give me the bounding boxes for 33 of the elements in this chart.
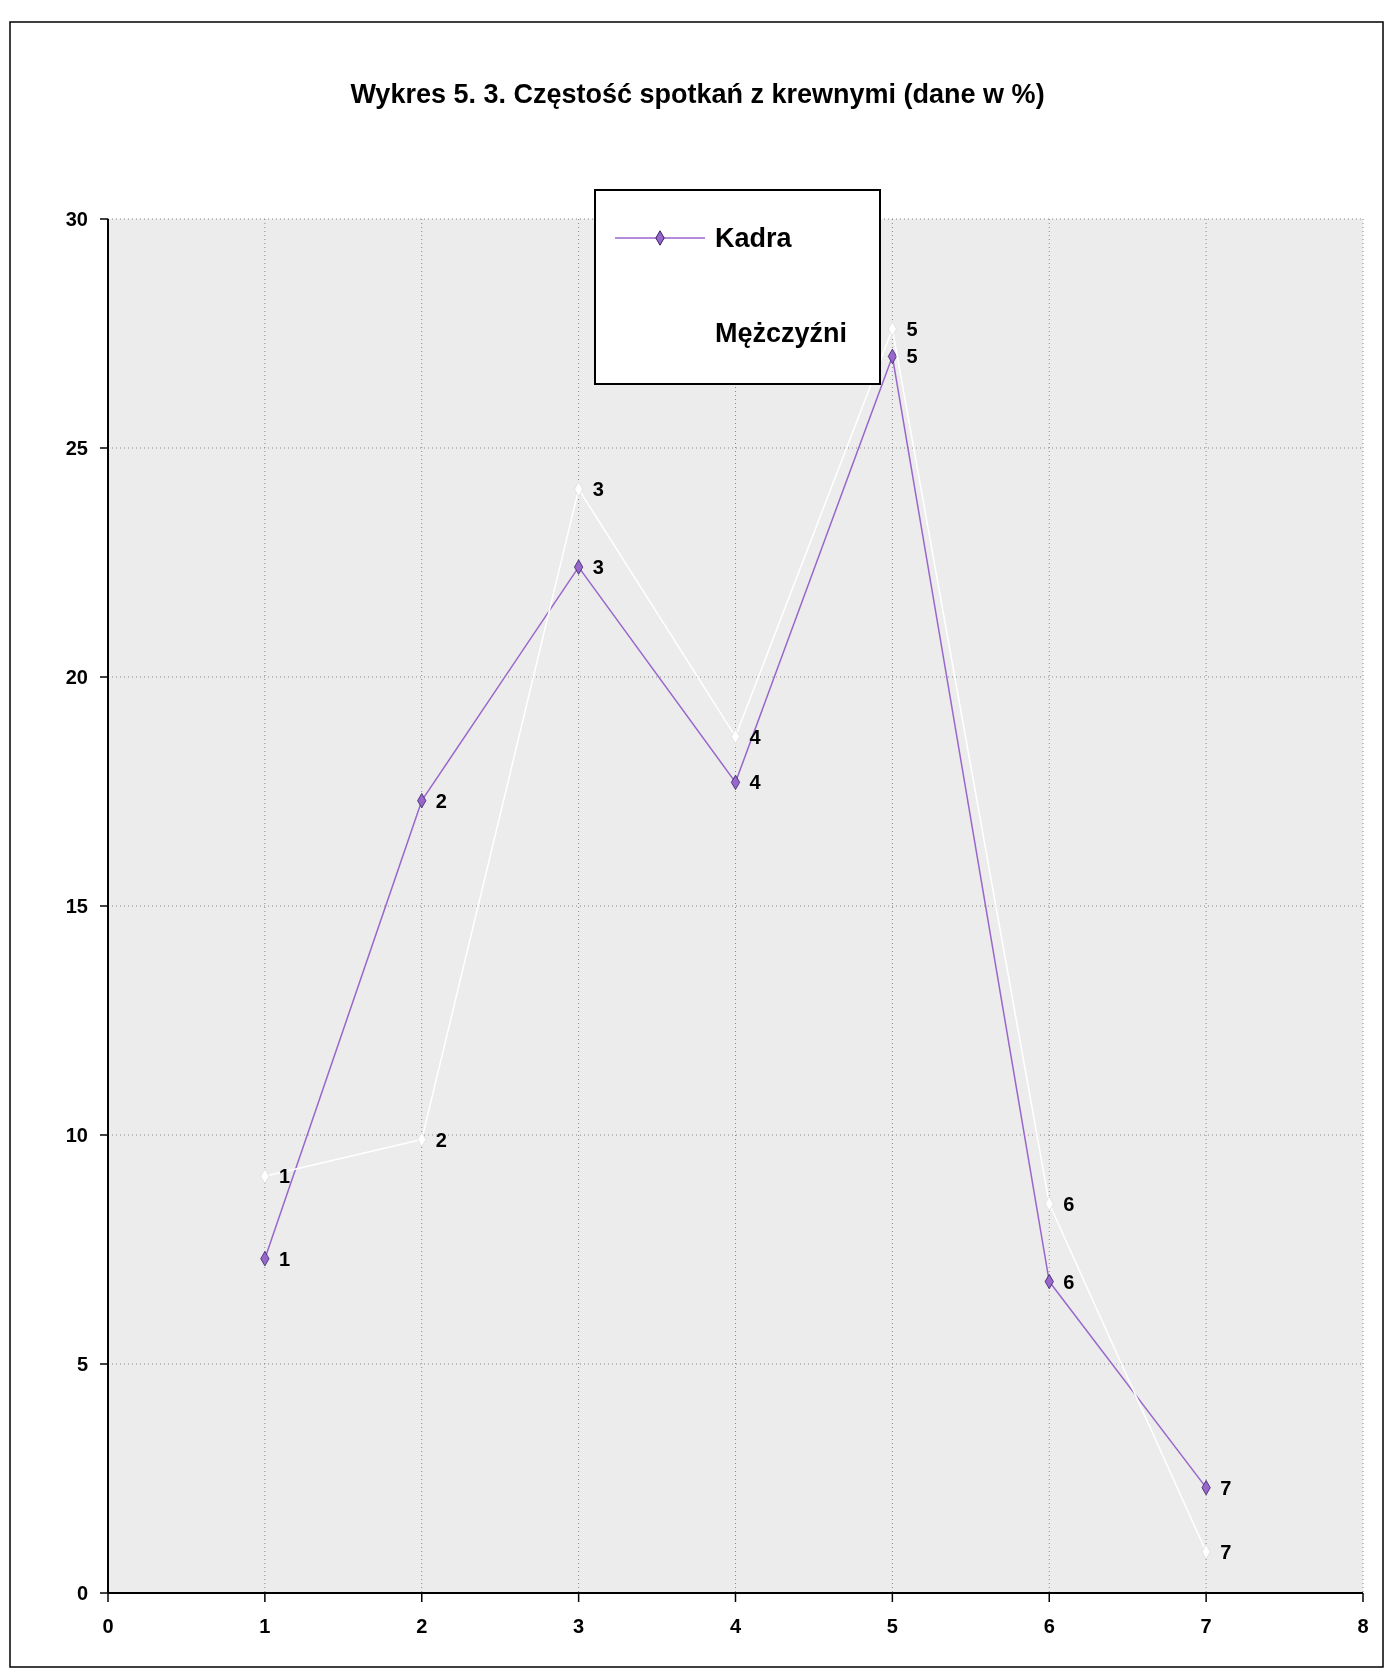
- annotation: 6: [1063, 1270, 1075, 1293]
- annotation: 3: [592, 478, 604, 501]
- x-tick-label: 6: [1043, 1615, 1055, 1637]
- annotation: 2: [435, 1128, 447, 1151]
- y-tick-label: 10: [65, 1124, 88, 1146]
- annotation: 5: [906, 317, 918, 340]
- chart-title: Wykres 5. 3. Częstość spotkań z krewnymi (dane w %): [350, 79, 1045, 109]
- series-label: Mężczyźni: [715, 318, 848, 348]
- x-tick-label: 1: [259, 1615, 271, 1637]
- annotation: 4: [749, 725, 762, 748]
- annotation: 5: [906, 345, 918, 368]
- x-tick-label: 0: [102, 1615, 114, 1637]
- x-tick-label: 8: [1357, 1615, 1369, 1637]
- x-tick-label: 7: [1200, 1615, 1212, 1637]
- annotation: 3: [592, 556, 604, 579]
- annotation: 7: [1220, 1540, 1232, 1563]
- annotation: 7: [1220, 1476, 1232, 1499]
- y-tick-label: 30: [65, 208, 88, 230]
- x-tick-label: 5: [886, 1615, 898, 1637]
- y-tick-label: 15: [65, 895, 88, 917]
- annotation: 4: [749, 771, 762, 794]
- legend-label: Kadra: [715, 223, 793, 253]
- x-tick-label: 3: [573, 1615, 585, 1637]
- annotation: 1: [278, 1247, 290, 1270]
- annotation: 2: [435, 789, 447, 812]
- y-tick-label: 5: [76, 1353, 88, 1375]
- x-tick-label: 2: [416, 1615, 428, 1637]
- y-tick-label: 0: [76, 1582, 88, 1604]
- annotation: 6: [1063, 1192, 1075, 1215]
- annotation: 1: [278, 1165, 290, 1188]
- y-tick-label: 25: [65, 437, 88, 459]
- y-tick-label: 20: [65, 666, 88, 688]
- x-tick-label: 4: [729, 1615, 742, 1637]
